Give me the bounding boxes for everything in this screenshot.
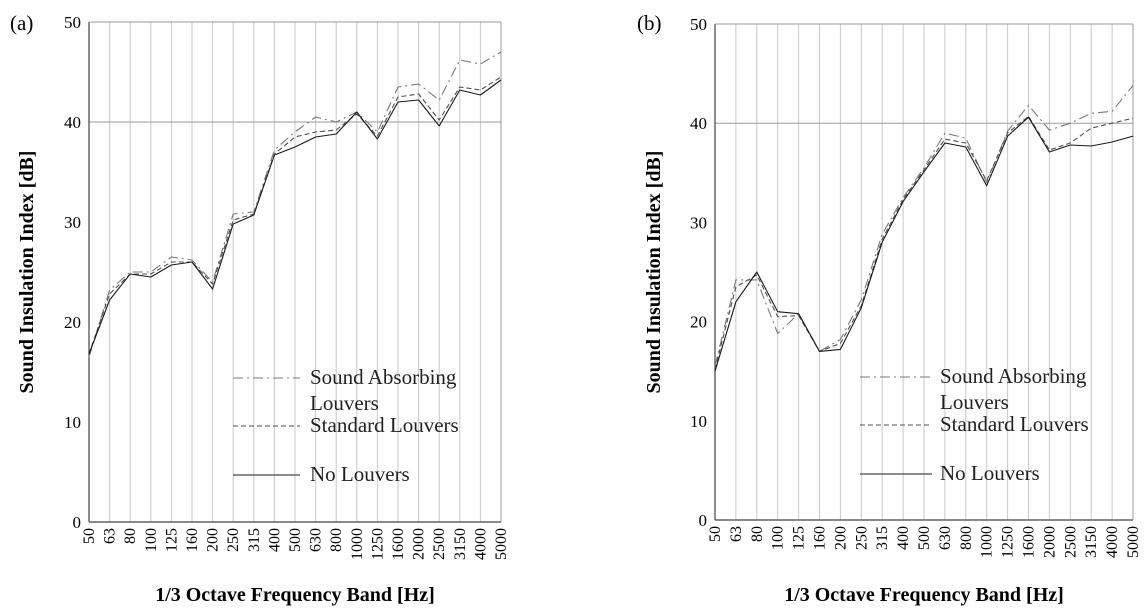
x-tick-label: 125 (791, 526, 808, 550)
y-tick-label: 40 (690, 114, 707, 133)
x-tick-label: 250 (225, 528, 242, 552)
x-tick-label: 5000 (493, 528, 510, 560)
x-tick-label: 1600 (1021, 526, 1038, 558)
x-axis-label: 1/3 Octave Frequency Band [Hz] (784, 584, 1064, 606)
y-tick-label: 0 (699, 511, 708, 530)
x-tick-label: 3150 (1083, 526, 1100, 558)
x-tick-label: 1250 (369, 528, 386, 560)
x-tick-label: 100 (770, 526, 787, 550)
x-tick-label: 2500 (1062, 526, 1079, 558)
x-tick-label: 1000 (979, 526, 996, 558)
x-tick-label: 50 (707, 526, 724, 542)
x-tick-label: 125 (163, 528, 180, 552)
x-tick-label: 250 (853, 526, 870, 550)
panel-label: (a) (10, 11, 33, 35)
x-tick-label: 4000 (472, 528, 489, 560)
x-tick-label: 1000 (349, 528, 366, 560)
x-tick-label: 200 (205, 528, 222, 552)
panel-label: (b) (637, 11, 662, 35)
y-tick-label: 0 (73, 513, 82, 532)
x-tick-label: 315 (874, 526, 891, 550)
series-line (714, 85, 1134, 367)
y-tick-label: 20 (64, 313, 81, 332)
y-tick-label: 30 (690, 213, 707, 232)
x-tick-label: 100 (143, 528, 160, 552)
x-axis-label: 1/3 Octave Frequency Band [Hz] (155, 584, 435, 606)
y-axis-label: Sound Insulation Index [dB] (643, 151, 665, 394)
x-tick-label: 500 (287, 528, 304, 552)
legend-label-standard: Standard Louvers (940, 412, 1089, 436)
x-tick-label: 630 (308, 528, 325, 552)
x-tick-label: 80 (749, 526, 766, 542)
x-tick-label: 315 (246, 528, 263, 552)
x-tick-label: 50 (81, 528, 98, 544)
x-tick-label: 200 (832, 526, 849, 550)
legend-label-standard: Standard Louvers (310, 413, 459, 437)
x-tick-label: 630 (937, 526, 954, 550)
x-tick-label: 160 (812, 526, 829, 550)
x-tick-label: 500 (916, 526, 933, 550)
y-tick-label: 50 (690, 15, 707, 34)
x-tick-label: 400 (895, 526, 912, 550)
x-tick-label: 63 (102, 528, 119, 544)
x-tick-label: 800 (328, 528, 345, 552)
x-tick-label: 3150 (452, 528, 469, 560)
x-tick-label: 2000 (411, 528, 428, 560)
x-tick-label: 4000 (1104, 526, 1121, 558)
x-tick-label: 1250 (1000, 526, 1017, 558)
y-tick-label: 20 (690, 313, 707, 332)
series-line (714, 115, 1134, 370)
legend-label-no-louvers: No Louvers (310, 462, 410, 486)
legend-label-line: Sound Absorbing (310, 365, 457, 389)
y-tick-label: 50 (64, 13, 81, 32)
y-tick-label: 10 (690, 412, 707, 431)
x-tick-label: 1600 (390, 528, 407, 560)
series-line (714, 116, 1134, 372)
x-tick-label: 800 (958, 526, 975, 550)
y-axis-label: Sound Insulation Index [dB] (16, 151, 38, 394)
legend-label-line: Sound Absorbing (940, 364, 1087, 388)
x-tick-label: 160 (184, 528, 201, 552)
legend-label-sound-absorbing: Sound Absorbing Louvers (310, 365, 457, 415)
legend-label-no-louvers: No Louvers (940, 461, 1040, 485)
legend-label-sound-absorbing: Sound Absorbing Louvers (940, 364, 1087, 414)
x-tick-label: 2000 (1041, 526, 1058, 558)
y-tick-label: 40 (64, 113, 81, 132)
y-tick-label: 30 (64, 213, 81, 232)
x-tick-label: 80 (122, 528, 139, 544)
x-tick-label: 400 (266, 528, 283, 552)
series-line (88, 79, 502, 355)
legend-label-line: Louvers (310, 391, 379, 415)
x-tick-label: 2500 (431, 528, 448, 560)
y-tick-label: 10 (64, 413, 81, 432)
series-line (88, 51, 502, 358)
series-line (88, 76, 502, 355)
x-tick-label: 63 (728, 526, 745, 542)
legend-label-line: Louvers (940, 390, 1009, 414)
x-tick-label: 5000 (1125, 526, 1142, 558)
